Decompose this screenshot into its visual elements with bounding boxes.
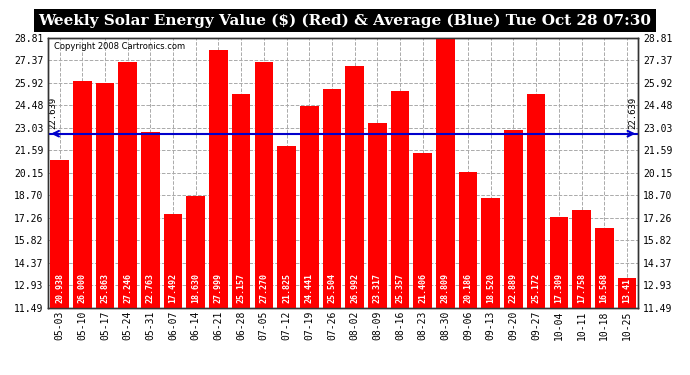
Text: 18.520: 18.520 <box>486 273 495 303</box>
Bar <box>277 146 296 375</box>
Bar <box>527 94 546 375</box>
Bar <box>618 278 636 375</box>
Bar <box>368 123 386 375</box>
Text: 27.270: 27.270 <box>259 273 268 303</box>
Bar <box>504 130 523 375</box>
Text: Copyright 2008 Cartronics.com: Copyright 2008 Cartronics.com <box>55 42 186 51</box>
Bar <box>186 196 205 375</box>
Text: 17.758: 17.758 <box>577 273 586 303</box>
Text: 22.763: 22.763 <box>146 273 155 303</box>
Text: 20.938: 20.938 <box>55 273 64 303</box>
Text: 25.172: 25.172 <box>531 273 541 303</box>
Bar <box>209 50 228 375</box>
Text: 20.186: 20.186 <box>464 273 473 303</box>
Text: 21.406: 21.406 <box>418 273 427 303</box>
Text: 22.639: 22.639 <box>49 97 58 129</box>
Bar <box>482 198 500 375</box>
Bar <box>595 228 613 375</box>
Text: 25.357: 25.357 <box>395 273 404 303</box>
Text: 17.492: 17.492 <box>168 273 177 303</box>
Text: 16.568: 16.568 <box>600 273 609 303</box>
Bar <box>459 172 477 375</box>
Bar <box>164 214 182 375</box>
Text: 25.157: 25.157 <box>237 273 246 303</box>
Bar <box>391 92 409 375</box>
Bar <box>572 210 591 375</box>
Bar <box>323 89 342 375</box>
Text: 27.999: 27.999 <box>214 273 223 303</box>
Text: 18.630: 18.630 <box>191 273 200 303</box>
Text: 25.863: 25.863 <box>101 273 110 303</box>
Bar <box>141 132 159 375</box>
Text: 21.825: 21.825 <box>282 273 291 303</box>
Bar <box>96 84 115 375</box>
Text: 26.992: 26.992 <box>350 273 359 303</box>
Bar <box>232 94 250 375</box>
Text: 23.317: 23.317 <box>373 273 382 303</box>
Text: 26.000: 26.000 <box>78 273 87 303</box>
Text: 17.309: 17.309 <box>554 273 563 303</box>
Bar <box>436 38 455 375</box>
Bar <box>549 217 568 375</box>
Text: Weekly Solar Energy Value ($) (Red) & Average (Blue) Tue Oct 28 07:30: Weekly Solar Energy Value ($) (Red) & Av… <box>39 13 651 27</box>
Bar <box>255 62 273 375</box>
Text: 25.504: 25.504 <box>328 273 337 303</box>
Text: 13.41: 13.41 <box>622 278 631 303</box>
Bar <box>300 106 319 375</box>
Bar <box>50 160 69 375</box>
Bar <box>73 81 92 375</box>
Bar <box>413 153 432 375</box>
Text: 27.246: 27.246 <box>124 273 132 303</box>
Bar <box>345 66 364 375</box>
Text: 24.441: 24.441 <box>305 273 314 303</box>
Bar <box>119 62 137 375</box>
Text: 22.889: 22.889 <box>509 273 518 303</box>
Text: 28.809: 28.809 <box>441 273 450 303</box>
Text: 22.639: 22.639 <box>629 97 638 129</box>
